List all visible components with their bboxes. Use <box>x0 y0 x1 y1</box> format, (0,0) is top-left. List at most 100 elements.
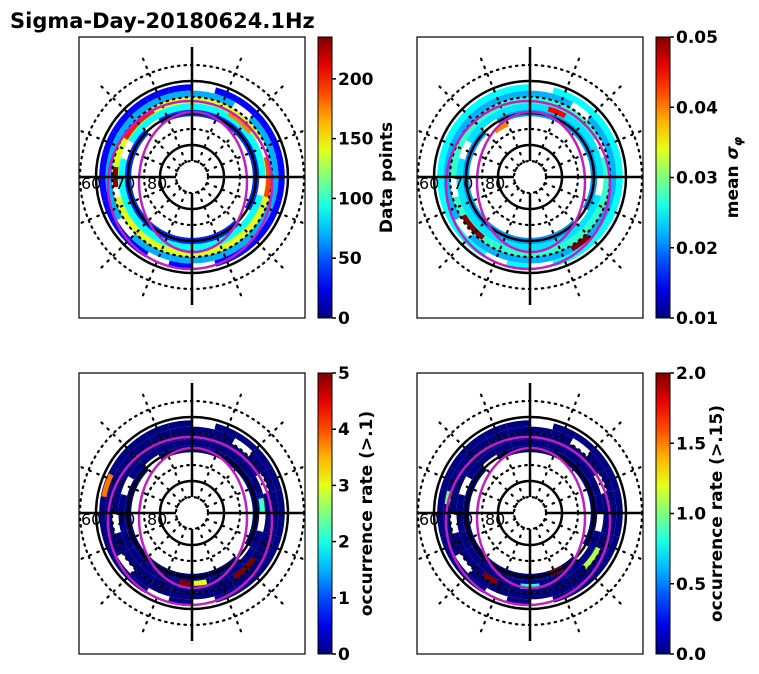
plot-area <box>417 383 643 641</box>
heatmap-bin <box>128 546 145 566</box>
colorbar-tick-label: 2.0 <box>676 364 706 384</box>
dotted-mlt-spoke <box>535 526 581 633</box>
colorbar-tick-label: 0.5 <box>676 575 706 595</box>
axes-frame <box>78 36 306 319</box>
colorbar-tick-label: 3 <box>338 476 350 496</box>
heatmap-bin <box>250 140 264 160</box>
heatmap-bin <box>530 426 553 436</box>
heatmap-bin <box>530 90 553 100</box>
heatmap-bin <box>225 560 245 577</box>
dotted-mlt-spoke <box>479 190 525 297</box>
heatmap-bin <box>167 84 192 94</box>
heatmap-bin <box>266 466 282 491</box>
heatmap-bin <box>128 210 145 230</box>
heatmap-bin <box>232 569 254 588</box>
plot-area <box>79 47 305 305</box>
dotted-mlt-spoke <box>417 182 517 225</box>
heatmap-bin <box>126 96 149 116</box>
heatmap-bin <box>145 87 170 103</box>
dotted-mlt-spoke <box>197 393 243 500</box>
heatmap-bin <box>192 590 215 600</box>
heatmap-bin <box>130 569 152 588</box>
colorbar-tick-label: 1 <box>338 589 350 609</box>
heatmap-bin <box>248 115 267 137</box>
heatmap-bin <box>446 469 461 493</box>
heatmap-bin <box>466 124 483 144</box>
heatmap-bin <box>169 590 192 600</box>
heatmap-bin <box>455 115 474 137</box>
dotted-mlt-spoke <box>141 393 187 500</box>
dotted-mlt-spoke <box>205 182 305 225</box>
dotted-mlt-spoke <box>141 526 187 633</box>
heatmap-bin <box>604 466 620 491</box>
heatmap-bin <box>460 456 478 477</box>
heatmap-bin <box>547 106 567 119</box>
heatmap-bin <box>481 571 499 585</box>
lat-label-70: 70 <box>453 174 473 193</box>
colorbar-tick-label: 0.03 <box>676 169 718 189</box>
heatmap-bin <box>468 102 490 121</box>
heatmap-bin <box>244 213 262 234</box>
sigma-symbol: σ <box>723 145 743 159</box>
heatmap-bin <box>510 103 530 113</box>
dotted-mlt-spoke <box>479 393 525 500</box>
heatmap-bin <box>169 90 192 100</box>
heatmap-bin <box>171 584 192 593</box>
heatmap-bin <box>577 210 594 230</box>
heatmap-bin <box>135 229 156 247</box>
heatmap-bin <box>99 152 109 177</box>
heatmap-bin <box>172 103 192 113</box>
heatmap-bin <box>466 210 483 230</box>
heatmap-bin <box>577 546 594 566</box>
heatmap-bin <box>437 177 447 202</box>
lat-label-60: 60 <box>81 510 101 529</box>
heatmap-bin <box>227 111 253 134</box>
colorbar-tick-label: 0 <box>338 309 350 329</box>
dotted-mlt-spoke <box>205 518 305 561</box>
colorbar-tick-label: 0.02 <box>676 239 718 259</box>
lat-label-60: 60 <box>419 174 439 193</box>
dotted-mlt-spoke <box>540 421 622 503</box>
colorbar-tick-label: 150 <box>338 130 374 150</box>
heatmap-bin <box>604 130 620 155</box>
heatmap-bin <box>275 177 285 202</box>
heatmap-bin <box>275 152 285 177</box>
heatmap-bin <box>253 111 273 134</box>
heatmap-bin <box>261 133 276 157</box>
heatmap-bin <box>486 93 510 108</box>
phi-subscript: φ <box>731 136 745 146</box>
heatmap-bin <box>256 157 266 177</box>
heatmap-bin <box>239 210 256 230</box>
heatmap-bin <box>461 214 485 240</box>
heatmap-bin <box>108 133 123 157</box>
colorbar-tick-label: 0.01 <box>676 309 718 329</box>
heatmap-bin <box>239 546 256 566</box>
heatmap-bin <box>509 584 530 593</box>
heatmap-bin <box>586 451 605 473</box>
dotted-mlt-spoke <box>202 85 284 167</box>
heatmap-bin <box>232 556 257 580</box>
heatmap-bin <box>122 213 140 234</box>
dotted-mlt-spoke <box>141 57 187 164</box>
dotted-mlt-spoke <box>141 190 187 297</box>
colorbar-tick-label: 50 <box>338 249 362 269</box>
heatmap-bin <box>269 490 279 513</box>
dotted-mlt-spoke <box>100 85 182 167</box>
colorbar-label: occurrence rate (>.15) <box>707 405 727 622</box>
heatmap-bin <box>437 488 447 513</box>
heatmap-bin <box>613 488 623 513</box>
dotted-mlt-spoke <box>79 182 179 225</box>
heatmap-bin <box>530 254 553 264</box>
dotted-mlt-spoke <box>438 523 520 605</box>
heatmap-bin <box>468 233 490 252</box>
heatmap-bin <box>192 426 215 436</box>
colorbar <box>317 36 333 319</box>
heatmap-bin <box>269 154 279 177</box>
dotted-mlt-spoke <box>540 187 622 269</box>
colorbar-tick-label: 0.0 <box>676 645 706 665</box>
heatmap-bin <box>456 493 466 513</box>
dotted-mlt-spoke <box>438 85 520 167</box>
lat-label-70: 70 <box>115 174 135 193</box>
dotted-mlt-spoke <box>479 526 525 633</box>
heatmap-bin <box>477 560 497 577</box>
